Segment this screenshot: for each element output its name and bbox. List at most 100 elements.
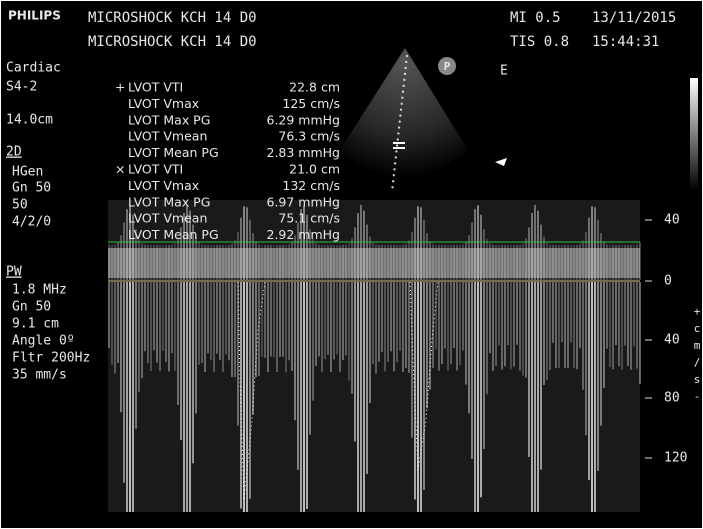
measure-marker: + <box>115 80 125 95</box>
spectrum-streak <box>201 282 203 363</box>
measure-value: 21.0 cm <box>289 162 340 177</box>
spectrum-streak <box>267 282 269 372</box>
scale-label: 120 <box>664 451 687 466</box>
spectrum-streak <box>180 282 182 440</box>
filter: Fltr 200Hz <box>12 351 90 366</box>
spectrum-streak <box>393 282 395 371</box>
spectrum-streak <box>285 282 287 372</box>
scale-unit: m <box>694 339 701 352</box>
brand: PHILIPS <box>8 9 61 23</box>
scale-label: 40 <box>664 333 680 348</box>
spectrum-streak <box>450 282 452 364</box>
measure-label: LVOT Max PG <box>128 194 210 209</box>
spectrum-streak <box>135 282 137 429</box>
spectrum-streak <box>444 282 446 348</box>
ultrasound-screen: P E PHILIPS MICROSHOCK KCH 14 D0 MICROSH… <box>0 0 703 529</box>
gray-bar <box>690 78 698 190</box>
spectrum-streak <box>306 282 308 509</box>
spectrum-streak <box>522 282 524 376</box>
spectrum-streak <box>504 282 506 366</box>
spectrum-streak <box>147 282 149 363</box>
spectrum-streak <box>423 282 425 490</box>
spectrum-streak <box>618 282 620 366</box>
measure-label: LVOT Vmean <box>128 211 207 226</box>
spectrum-streak <box>375 282 377 374</box>
probe: S4-2 <box>6 80 37 95</box>
spectrum-streak <box>399 282 401 351</box>
patient-line: MICROSHOCK KCH 14 D0 <box>88 34 257 50</box>
spectrum-streak <box>141 282 143 378</box>
spectrum-streak <box>231 282 233 377</box>
measure-label: LVOT Mean PG <box>128 145 219 160</box>
spectrum-streak <box>561 282 563 342</box>
spectrum-streak <box>210 282 212 360</box>
spectrum-streak <box>615 282 617 345</box>
spectrum-streak <box>555 282 557 368</box>
angle: Angle 0º <box>12 334 75 349</box>
spectrum-streak <box>156 282 158 363</box>
spectrum-streak <box>348 282 350 381</box>
spectrum-streak <box>468 282 470 413</box>
spectrum-streak <box>288 282 290 360</box>
spectrum-streak <box>498 282 500 346</box>
spectrum-streak <box>261 282 263 357</box>
spectrum-streak <box>324 282 326 359</box>
spectrum-streak <box>627 282 629 366</box>
spectrum-streak <box>540 282 542 470</box>
spectrum-streak <box>159 282 161 371</box>
spectrum-streak <box>351 282 353 394</box>
spectrum-streak <box>558 282 560 368</box>
spectrum-streak <box>276 282 278 372</box>
spectrum-streak <box>576 282 578 369</box>
depth: 14.0cm <box>6 113 53 128</box>
spectrum-streak <box>192 282 194 463</box>
measure-value: 76.3 cm/s <box>278 129 340 144</box>
measure-value: 22.8 cm <box>289 80 340 95</box>
measure-value: 125 cm/s <box>282 96 340 111</box>
spectrum-streak <box>447 282 449 371</box>
spectrum-streak <box>465 282 467 385</box>
spectrum-streak <box>525 282 527 378</box>
spectrum-streak <box>291 282 293 371</box>
measure-value: 6.97 mmHg <box>267 194 341 209</box>
spectrum-streak <box>396 282 398 362</box>
spectrum-streak <box>327 282 329 355</box>
spectrum-streak <box>369 282 371 403</box>
spectrum-streak <box>303 282 305 512</box>
spectrum-streak <box>402 282 404 372</box>
spectrum-streak <box>207 282 209 353</box>
spectrum-streak <box>384 282 386 371</box>
spectrum-streak <box>333 282 335 359</box>
spectrum-streak <box>282 282 284 357</box>
spectrum-streak <box>471 282 473 459</box>
spectrum-streak <box>216 282 218 354</box>
spectrum-streak <box>204 282 206 372</box>
spectrum-streak <box>330 282 332 372</box>
scale-unit: s <box>694 373 701 386</box>
spectrum-streak <box>345 282 347 355</box>
spectrum-streak <box>516 282 518 345</box>
spectrum-streak <box>624 282 626 346</box>
measure-value: 132 cm/s <box>282 178 340 193</box>
spectrum-streak <box>594 282 596 512</box>
scale-unit: c <box>694 322 701 335</box>
spectrum-streak <box>237 282 239 426</box>
spectrum-streak <box>108 282 110 348</box>
spectrum-streak <box>381 282 383 352</box>
spectrum-streak <box>138 282 140 392</box>
spectrum-streak <box>129 282 131 512</box>
spectrum-streak <box>639 282 641 384</box>
spectrum-streak <box>387 282 389 362</box>
measure-label: LVOT VTI <box>128 80 183 95</box>
spectrum-streak <box>150 282 152 371</box>
probe-marker: P <box>444 60 451 73</box>
spectrum-streak <box>255 282 257 377</box>
measure-value: 2.92 mmHg <box>267 227 341 242</box>
spectrum-streak <box>513 282 515 367</box>
spectrum-streak <box>309 282 311 435</box>
spectrum-streak <box>294 282 296 420</box>
gain: Gn 50 <box>12 181 51 196</box>
spectrum-streak <box>186 282 188 512</box>
spectrum-streak <box>600 282 602 426</box>
measure-marker: × <box>115 162 125 177</box>
